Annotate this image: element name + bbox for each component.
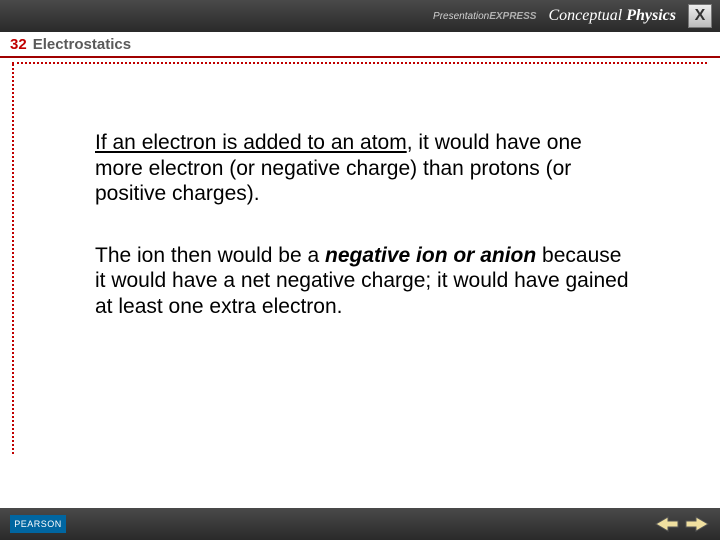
slide-content: If an electron is added to an atom, it w…	[95, 130, 635, 320]
dotted-divider-horizontal	[12, 62, 707, 66]
presentation-label-bold: EXPRESS	[489, 11, 536, 22]
close-button[interactable]: X	[688, 4, 712, 28]
header-bar: PresentationEXPRESS Conceptual Physics X	[0, 0, 720, 32]
dotted-divider-vertical	[12, 64, 16, 454]
chapter-title: Electrostatics	[33, 36, 131, 53]
publisher-label: PEARSON	[14, 519, 62, 529]
presentation-label-pre: Presentation	[433, 11, 489, 22]
footer-bar: PEARSON	[0, 508, 720, 540]
p2-pre: The ion then would be a	[95, 244, 325, 267]
close-icon: X	[695, 7, 706, 25]
nav-arrows	[654, 515, 710, 533]
paragraph-2: The ion then would be a negative ion or …	[95, 243, 635, 320]
p2-bold: negative ion or anion	[325, 244, 536, 267]
chapter-bar: 32 Electrostatics	[0, 32, 720, 58]
next-button[interactable]	[684, 515, 710, 533]
arrow-left-icon	[654, 515, 680, 533]
p1-underlined: If an electron is added to an atom	[95, 131, 407, 154]
book-title: Conceptual Physics	[548, 8, 676, 24]
presentation-express-label: PresentationEXPRESS	[433, 11, 536, 22]
chapter-number: 32	[10, 36, 27, 53]
prev-button[interactable]	[654, 515, 680, 533]
book-title-thin: Conceptual	[548, 7, 622, 24]
arrow-right-icon	[684, 515, 710, 533]
book-title-bold: Physics	[626, 7, 676, 24]
pearson-logo: PEARSON	[10, 515, 66, 533]
paragraph-1: If an electron is added to an atom, it w…	[95, 130, 635, 207]
